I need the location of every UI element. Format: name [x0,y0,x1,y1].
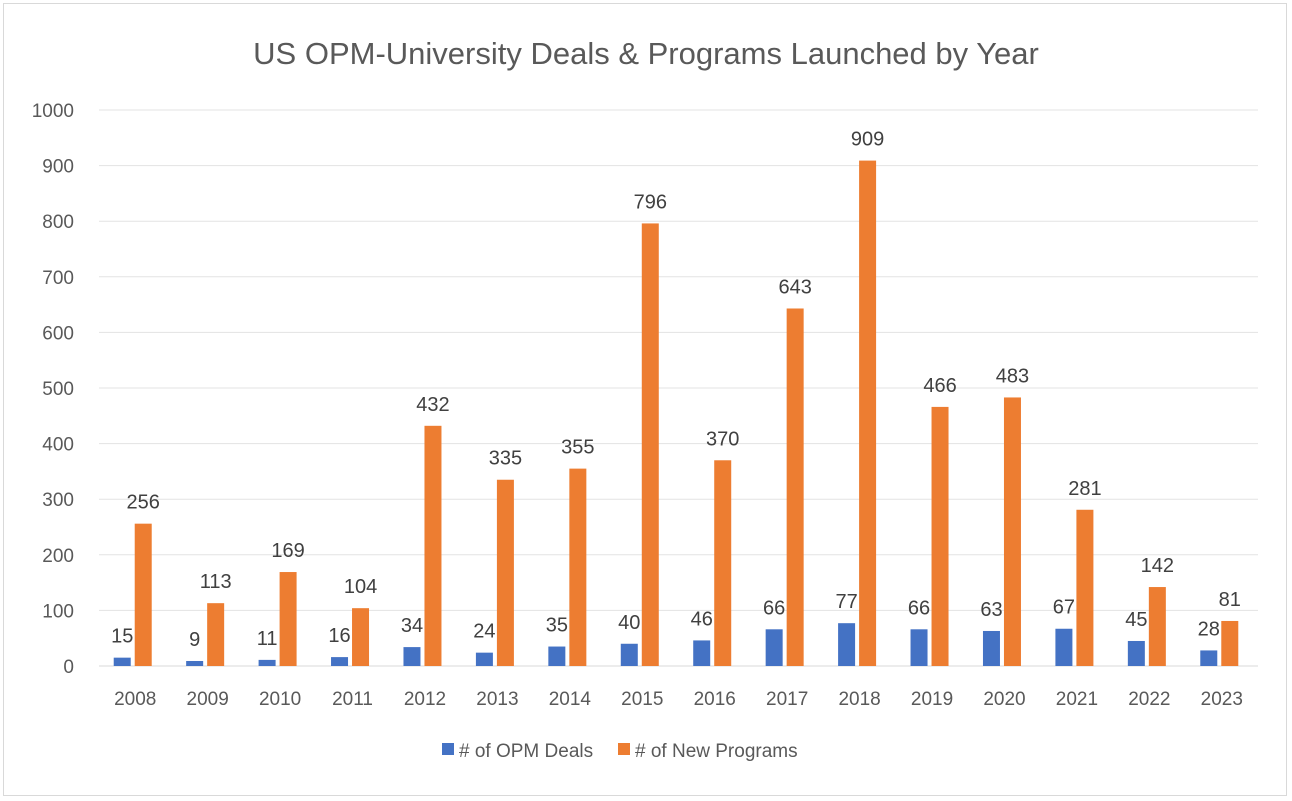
data-label: 34 [401,615,423,637]
new-programs-bar [714,460,732,666]
new-programs-bar [786,308,804,666]
data-label: 40 [618,612,640,634]
x-tick-label: 2022 [1128,689,1170,710]
data-label: 67 [1053,597,1075,619]
opm-deals-bar [620,643,638,666]
data-label: 66 [908,597,930,619]
opm-deals-bar [186,660,204,666]
y-tick-label: 500 [42,379,74,400]
opm-deals-bar [403,647,421,666]
data-label: 15 [111,626,133,648]
data-label: 24 [473,621,495,643]
data-label: 77 [835,591,857,613]
y-tick-label: 1000 [32,101,74,122]
chart-frame [3,3,1287,796]
chart-title: US OPM-University Deals & Programs Launc… [253,36,1039,71]
data-label: 335 [489,448,522,470]
x-tick-label: 2016 [694,689,736,710]
y-tick-label: 100 [42,601,74,622]
legend-label: # of New Programs [635,741,798,762]
new-programs-bar [424,425,442,666]
x-tick-label: 2014 [549,689,592,710]
opm-deals-bar [910,629,928,666]
data-label: 142 [1141,555,1174,577]
opm-deals-bar [765,629,783,666]
legend-swatch [442,743,454,755]
new-programs-bar [352,608,370,666]
data-label: 483 [996,365,1029,387]
x-tick-label: 2009 [187,689,229,710]
data-label: 281 [1068,478,1101,500]
opm-deals-bar [982,630,1000,666]
y-tick-label: 200 [42,546,74,567]
new-programs-bar [1003,397,1021,666]
data-label: 432 [416,394,449,416]
opm-deals-bar [1055,628,1073,666]
new-programs-bar [641,223,659,666]
opm-deals-bar [1127,640,1145,666]
y-tick-label: 700 [42,268,74,289]
data-label: 35 [546,615,568,637]
data-label: 81 [1219,589,1241,611]
new-programs-bar [931,406,949,666]
opm-deals-bar [548,646,566,666]
x-tick-label: 2008 [114,689,156,710]
y-tick-label: 400 [42,435,74,456]
x-tick-label: 2011 [332,689,373,710]
y-tick-label: 900 [42,157,74,178]
data-label: 466 [923,375,956,397]
opm-deals-bar [1200,650,1218,666]
new-programs-bar [279,572,297,666]
data-label: 113 [200,571,232,593]
new-programs-bar [1221,620,1239,666]
x-tick-label: 2013 [476,689,518,710]
opm-deals-bar [258,659,276,666]
legend-label: # of OPM Deals [459,741,593,762]
x-tick-label: 2021 [1056,689,1098,710]
opm-deals-bar [331,657,349,666]
new-programs-bar [1076,509,1094,666]
data-label: 355 [561,437,594,459]
data-label: 16 [328,625,350,647]
data-label: 169 [271,540,304,562]
opm-deals-bar [838,623,856,666]
x-tick-label: 2010 [259,689,301,710]
y-tick-label: 600 [42,323,74,344]
x-tick-label: 2023 [1201,689,1243,710]
data-label: 643 [778,276,811,298]
data-label: 370 [706,428,739,450]
data-label: 63 [980,599,1002,621]
opm-deals-bar [693,640,711,666]
y-tick-label: 0 [63,657,74,678]
opm-deals-bar [113,657,131,666]
x-tick-label: 2012 [404,689,446,710]
data-label: 28 [1198,618,1220,640]
x-tick-label: 2020 [983,689,1025,710]
legend-swatch [618,743,630,755]
x-tick-label: 2015 [621,689,663,710]
x-tick-label: 2017 [766,689,808,710]
new-programs-bar [859,160,877,666]
new-programs-bar [496,479,514,666]
new-programs-bar [1148,587,1166,666]
new-programs-bar [569,468,587,666]
x-tick-label: 2019 [911,689,953,710]
new-programs-bar [207,603,225,666]
data-label: 45 [1125,609,1147,631]
new-programs-bar [134,523,152,666]
y-tick-label: 300 [42,490,74,511]
opm-deals-bar [475,652,493,666]
data-label: 796 [634,191,667,213]
data-label: 909 [851,129,884,151]
data-label: 256 [127,492,160,514]
data-label: 11 [257,628,278,650]
data-label: 104 [344,576,377,598]
y-tick-label: 800 [42,212,74,233]
data-label: 46 [691,608,713,630]
x-tick-label: 2018 [838,689,880,710]
data-label: 9 [189,629,200,651]
data-label: 66 [763,597,785,619]
